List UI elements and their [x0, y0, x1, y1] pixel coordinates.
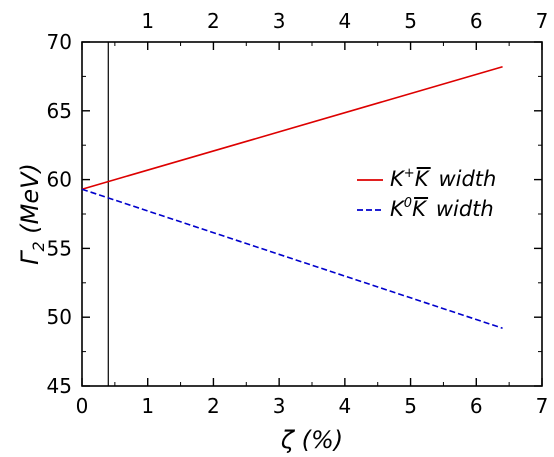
x-tick-label: 2 [207, 394, 220, 418]
x-top-tick-label: 5 [404, 9, 417, 33]
y-axis-title: Γ2 (MeV) [16, 163, 48, 265]
x-tick-label: 0 [76, 394, 89, 418]
legend-k-zero-kbar: K [412, 197, 428, 221]
legend-k-zero-suffix: width [436, 197, 494, 221]
y-tick-label: 65 [47, 99, 72, 123]
series-layer [81, 65, 503, 329]
legend-k-plus-base: K [390, 167, 406, 191]
legend-k-plus-suffix: width [438, 167, 496, 191]
x-tick-label: 5 [404, 394, 417, 418]
x-top-tick-label: 6 [470, 9, 483, 33]
y-tick-label: 50 [47, 305, 72, 329]
y-tick-label: 55 [47, 236, 72, 260]
legend-k-plus-sup: + [404, 166, 415, 181]
x-tick-label: 7 [536, 394, 549, 418]
x-tick-label: 1 [141, 394, 154, 418]
x-axis-title: ζ (%) [280, 426, 343, 454]
x-top-tick-label: 2 [207, 9, 220, 33]
y-axis-title-sub: 2 [29, 241, 48, 251]
x-tick-label: 6 [470, 394, 483, 418]
y-axis-title-rest: (MeV) [16, 163, 44, 241]
x-top-tick-label: 4 [338, 9, 351, 33]
x-top-tick-label: 1 [141, 9, 154, 33]
y-tick-label: 60 [47, 168, 72, 192]
legend-label-k-zero: K0K width [390, 196, 494, 221]
legend-k-zero-sup: 0 [404, 196, 412, 211]
y-tick-label: 70 [47, 30, 72, 54]
x-top-tick-label: 3 [273, 9, 286, 33]
x-top-tick-label: 7 [536, 9, 549, 33]
legend-k-plus-kbar: K [415, 167, 431, 191]
legend: K+K width K0K width [357, 166, 496, 221]
x-tick-label: 3 [273, 394, 286, 418]
series-line-0 [81, 65, 503, 191]
y-axis-title-main: Γ [16, 250, 44, 265]
legend-k-zero-base: K [390, 197, 406, 221]
series-line-1 [81, 188, 503, 329]
x-tick-label: 4 [338, 394, 351, 418]
legend-label-k-plus: K+K width [390, 166, 496, 191]
y-tick-label: 45 [47, 374, 72, 398]
